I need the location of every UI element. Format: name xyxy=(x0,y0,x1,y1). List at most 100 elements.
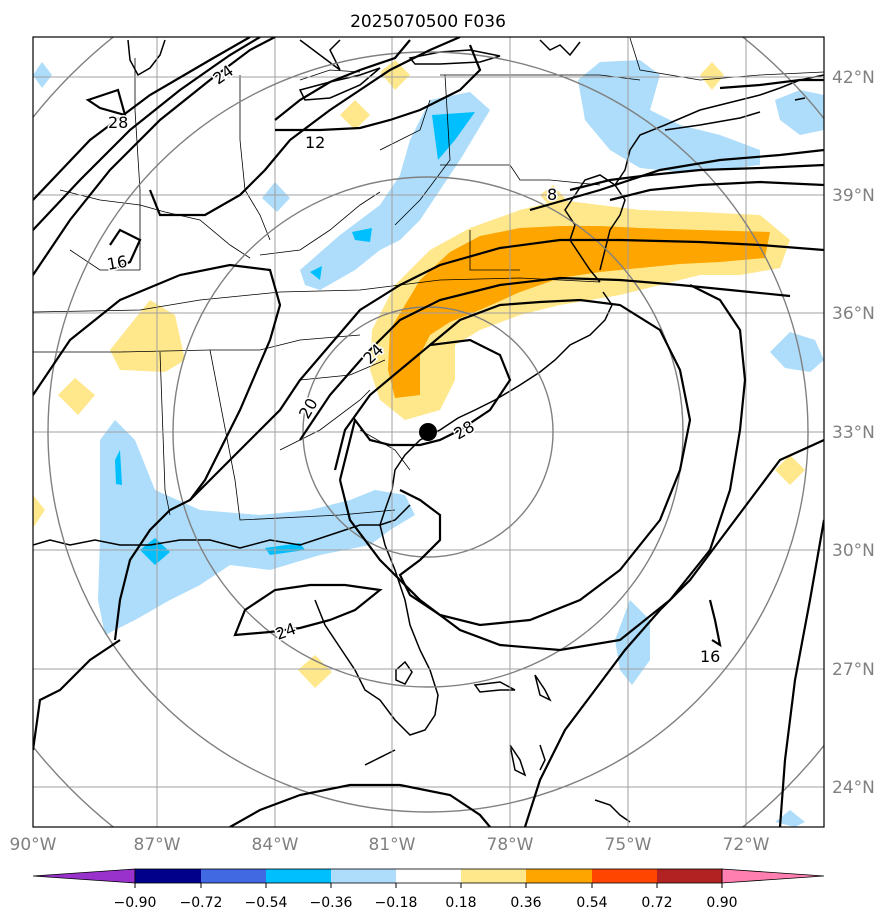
island-nantucket xyxy=(794,97,806,101)
shade-blue-se xyxy=(775,810,805,827)
shade-blue-ne-2 xyxy=(775,90,824,135)
storm-center-marker xyxy=(419,423,437,441)
contour-20 xyxy=(189,238,824,501)
colorbar-swatch xyxy=(526,869,592,883)
coast-newjersey xyxy=(614,94,761,186)
shade-cyan-ohio xyxy=(432,112,475,160)
coast-florida xyxy=(314,524,439,736)
shade-blue-small-2 xyxy=(33,62,52,88)
shade-yellow-small-3 xyxy=(700,62,724,90)
colorbar-frame xyxy=(134,868,723,884)
colorbar-tick-label: 0.90 xyxy=(706,895,737,911)
shade-yellow-small-7 xyxy=(775,455,805,485)
shade-yellow-small-5 xyxy=(58,378,95,415)
colorbar-tick-label: −0.72 xyxy=(180,895,223,911)
contour-label: 28 xyxy=(108,113,128,132)
contour-south-1 xyxy=(33,639,121,751)
shade-yellow-small-9 xyxy=(540,185,565,210)
contour-24-south xyxy=(233,583,383,637)
lake-michigan xyxy=(127,39,166,77)
shade-blue-gulf xyxy=(98,420,415,635)
contour-28-inner xyxy=(333,338,512,481)
lat-tick-label: 36°N xyxy=(832,304,875,324)
contour-east-3 xyxy=(609,180,824,202)
contour-east-4 xyxy=(719,78,824,90)
contour-east-2 xyxy=(569,163,824,192)
lat-tick-label: 42°N xyxy=(832,68,875,88)
shade-blue-small-1 xyxy=(262,182,290,212)
contour-outer-3 xyxy=(33,37,276,276)
colorbar-swatch xyxy=(331,869,396,883)
colorbar-swatch xyxy=(396,869,461,883)
colorbar-swatch xyxy=(592,869,657,883)
lat-tick-label: 27°N xyxy=(832,660,875,680)
contour-16-w xyxy=(109,228,142,272)
colorbar-tick-label: −0.36 xyxy=(310,895,353,911)
contour-south-2 xyxy=(229,783,491,827)
colorbar-tick-label: 0.54 xyxy=(576,895,607,911)
shade-cyan-small-2 xyxy=(310,266,322,280)
contour-12b xyxy=(275,44,482,132)
contour-southeast xyxy=(523,438,824,827)
colorbar-tick-label: 0.72 xyxy=(641,895,672,911)
colorbar-swatch xyxy=(135,869,201,883)
colorbar-swatch xyxy=(657,869,722,883)
keys xyxy=(364,749,396,766)
lon-tick-label: 78°W xyxy=(487,835,534,855)
colorbar-tick-label: 0.18 xyxy=(445,895,476,911)
lake-huron xyxy=(299,39,341,71)
contour-outer-4 xyxy=(148,37,461,217)
lake-okeechobee xyxy=(395,660,413,685)
colorbar-swatch xyxy=(266,869,331,883)
lat-tick-label: 33°N xyxy=(832,423,875,443)
contour-inner-big xyxy=(398,298,692,627)
lake-ontario xyxy=(408,49,501,65)
shade-yellow-small-8 xyxy=(33,495,45,528)
contours xyxy=(33,37,824,827)
shade-cyan-small-1 xyxy=(352,228,372,242)
lon-tick-label: 87°W xyxy=(134,835,181,855)
island-bahamas-2 xyxy=(534,674,552,702)
shade-yellow-small-2 xyxy=(340,100,370,130)
coast-gulf xyxy=(33,524,380,549)
lat-tick-label: 24°N xyxy=(832,778,875,798)
contour-outer-1 xyxy=(33,37,251,201)
colorbar-high-extend xyxy=(721,868,825,884)
coast-longisland xyxy=(664,111,761,131)
shade-blue-east xyxy=(770,332,824,372)
coast-east xyxy=(378,291,613,527)
lon-tick-labels: 90°W 87°W 84°W 81°W 78°W 75°W 72°W xyxy=(10,835,770,855)
island-cuba xyxy=(594,799,631,823)
island-bahamas-3 xyxy=(509,744,527,777)
contour-12 xyxy=(274,39,411,121)
map-frame xyxy=(32,36,825,828)
contour-east-5 xyxy=(778,519,824,827)
colorbar: −0.90 −0.72 −0.54 −0.36 −0.18 0.18 0.36 … xyxy=(32,868,825,911)
shade-orange-band xyxy=(388,226,770,398)
lat-tick-labels: 42°N 39°N 36°N 33°N 30°N 27°N 24°N xyxy=(832,68,875,798)
colorbar-tick-label: −0.18 xyxy=(375,895,418,911)
shade-blue-northeast xyxy=(578,60,760,172)
lat-tick-label: 39°N xyxy=(832,186,875,206)
shade-yellow-small-1 xyxy=(380,60,410,90)
lat-tick-label: 30°N xyxy=(832,541,875,561)
map-title: 2025070500 F036 xyxy=(350,12,506,32)
contour-28-nw xyxy=(85,88,127,117)
contour-outer-ring xyxy=(338,284,747,652)
lon-tick-label: 75°W xyxy=(605,835,652,855)
contour-label: 12 xyxy=(305,133,325,152)
contour-label: 8 xyxy=(547,185,557,204)
contour-label: 16 xyxy=(700,647,720,666)
shade-yellow-small-4 xyxy=(110,300,185,372)
lon-tick-label: 84°W xyxy=(252,835,299,855)
island-bahamas-1 xyxy=(473,681,516,693)
colorbar-swatch xyxy=(461,869,526,883)
contour-outer-2 xyxy=(33,37,261,231)
contour-east-1 xyxy=(529,148,824,212)
colorbar-swatch xyxy=(201,869,266,883)
contour-24 xyxy=(299,276,791,441)
contour-main-low xyxy=(33,263,282,641)
contour-label: 16 xyxy=(105,252,128,274)
